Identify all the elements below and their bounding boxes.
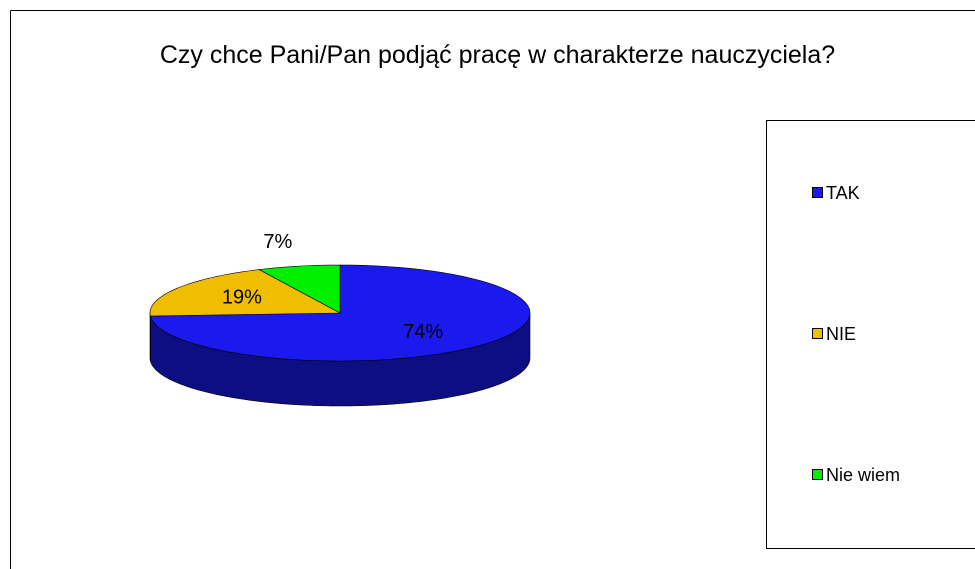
legend-swatch bbox=[812, 328, 823, 339]
data-label: 19% bbox=[222, 287, 262, 309]
legend-swatch bbox=[812, 469, 823, 480]
legend-swatch bbox=[812, 187, 823, 198]
pie-slice bbox=[258, 264, 341, 314]
data-label: 7% bbox=[263, 231, 292, 253]
legend-label: TAK bbox=[826, 183, 860, 203]
pie-slice bbox=[149, 269, 342, 317]
legend-label: Nie wiem bbox=[826, 465, 900, 485]
chart-title: Czy chce Pani/Pan podjąć pracę w charakt… bbox=[159, 41, 836, 69]
legend-box bbox=[766, 120, 975, 549]
legend-label: NIE bbox=[826, 324, 856, 344]
data-label: 74% bbox=[403, 321, 443, 343]
